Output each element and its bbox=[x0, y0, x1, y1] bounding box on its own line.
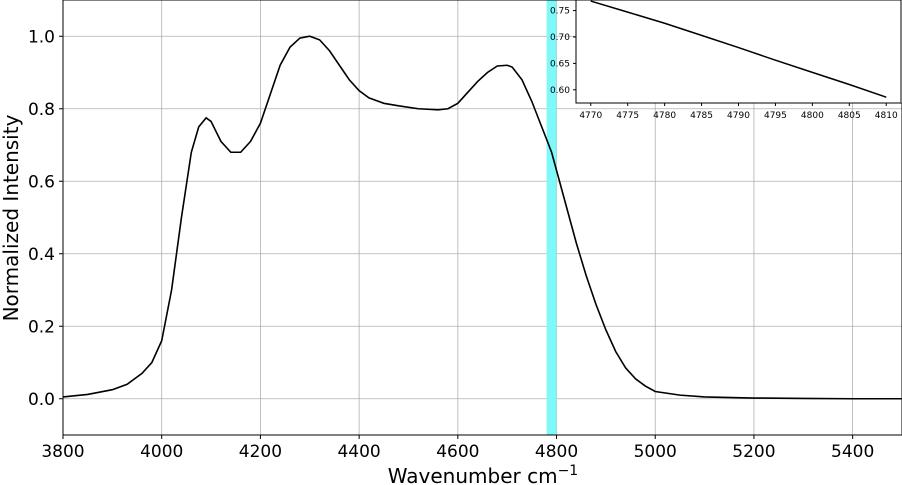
main-x-tick-label: 5400 bbox=[831, 442, 874, 462]
y-axis-label: Normalized Intensity bbox=[0, 114, 23, 321]
main-x-tick-label: 4400 bbox=[337, 442, 380, 462]
inset-y-tick-label: 0.65 bbox=[550, 59, 570, 69]
inset-x-tick-label: 4800 bbox=[801, 111, 824, 121]
inset-plot-area: 4770 4775 4780 4785 4790 4795 4800 4805 4810 0.6… bbox=[550, 0, 902, 121]
inset-x-tick-label: 4780 bbox=[653, 111, 676, 121]
x-axis-label: Wavenumber cm−1 bbox=[388, 463, 578, 485]
main-y-tick-label: 0.6 bbox=[28, 172, 55, 192]
inset-background bbox=[576, 0, 902, 103]
main-plot-frame bbox=[62, 0, 902, 436]
spectrum-line bbox=[62, 35, 902, 400]
inset-x-tick-label: 4810 bbox=[875, 111, 898, 121]
main-y-tick-label: 0.8 bbox=[28, 100, 55, 120]
highlight-band bbox=[546, 0, 557, 435]
inset-x-ticks: 4770 4775 4780 4785 4790 4795 4800 4805 4810 bbox=[579, 103, 898, 121]
main-x-tick-label: 5000 bbox=[634, 442, 677, 462]
inset-y-tick-label: 0.75 bbox=[550, 7, 570, 17]
inset-spectrum-line bbox=[590, 0, 887, 98]
main-y-tick-label: 0.2 bbox=[28, 317, 55, 337]
inset-x-tick-label: 4775 bbox=[616, 111, 639, 121]
inset-y-tick-label: 0.60 bbox=[550, 86, 570, 96]
inset-x-tick-label: 4795 bbox=[764, 111, 787, 121]
main-x-tick-label: 4600 bbox=[436, 442, 479, 462]
main-x-ticks: 3800 4000 4200 4400 4600 4800 5000 5200 5400 bbox=[41, 435, 874, 462]
main-y-tick-label: 0.0 bbox=[28, 390, 55, 410]
inset-x-tick-label: 4790 bbox=[727, 111, 750, 121]
main-x-tick-label: 4800 bbox=[535, 442, 578, 462]
inset-x-tick-label: 4785 bbox=[690, 111, 713, 121]
inset-y-tick-label: 0.70 bbox=[550, 33, 570, 43]
main-x-tick-label: 3800 bbox=[41, 442, 84, 462]
main-x-tick-label: 5200 bbox=[732, 442, 775, 462]
main-x-tick-label: 4000 bbox=[140, 442, 183, 462]
main-y-ticks: 0.0 0.2 0.4 0.6 0.8 1.0 bbox=[28, 27, 63, 410]
inset-x-tick-label: 4770 bbox=[579, 111, 602, 121]
inset-x-tick-label: 4805 bbox=[838, 111, 861, 121]
main-x-tick-label: 4200 bbox=[239, 442, 282, 462]
x-axis-label-superscript: −1 bbox=[558, 463, 579, 479]
x-axis-label-text: Wavenumber cm bbox=[388, 464, 558, 485]
main-y-tick-label: 0.4 bbox=[28, 245, 55, 265]
inset-y-ticks: 0.60 0.65 0.70 0.75 bbox=[550, 7, 576, 96]
main-y-tick-label: 1.0 bbox=[28, 27, 55, 47]
